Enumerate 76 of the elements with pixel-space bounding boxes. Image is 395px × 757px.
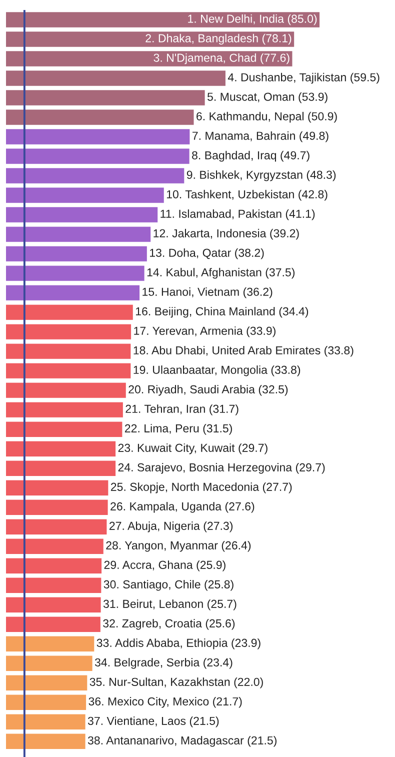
data-label: 10. Tashkent, Uzbekistan (42.8) (166, 190, 328, 201)
bar (6, 51, 292, 66)
data-label: 19. Ulaanbaatar, Mongolia (33.8) (134, 365, 300, 376)
data-label: 2. Dhaka, Bangladesh (78.1) (146, 34, 292, 45)
bar (6, 460, 116, 476)
bar (6, 32, 294, 47)
data-label: 37. Vientiane, Laos (21.5) (88, 716, 219, 728)
bar (6, 363, 131, 378)
data-label: 38. Antananarivo, Madagascar (21.5) (88, 736, 276, 747)
bar (6, 188, 164, 203)
bar (6, 226, 151, 242)
bar (6, 422, 122, 437)
data-label: 3. N'Djamena, Chad (77.6) (154, 53, 290, 64)
data-label: 27. Abuja, Nigeria (27.3) (109, 521, 233, 532)
data-label: 13. Doha, Qatar (38.2) (150, 248, 264, 260)
bar (6, 597, 101, 612)
data-label: 29. Accra, Ghana (25.9) (104, 560, 226, 572)
bar (6, 636, 94, 652)
data-label: 22. Lima, Peru (31.5) (124, 424, 232, 435)
bar (6, 538, 104, 554)
data-label: 14. Kabul, Afghanistan (37.5) (147, 268, 295, 279)
bar (6, 480, 108, 496)
bar (6, 402, 123, 418)
data-label: 25. Skopje, North Macedonia (27.7) (110, 482, 292, 494)
bar (6, 578, 102, 593)
bar (6, 616, 100, 632)
bar (6, 207, 158, 222)
bar (6, 90, 205, 106)
bar (6, 382, 126, 398)
data-label: 34. Belgrade, Serbia (23.4) (94, 658, 232, 669)
bar (6, 734, 86, 750)
data-label: 5. Muscat, Oman (53.9) (207, 92, 328, 104)
data-label: 28. Yangon, Myanmar (26.4) (106, 540, 251, 552)
data-label: 15. Hanoi, Vietnam (36.2) (142, 287, 272, 298)
data-label: 4. Dushanbe, Tajikistan (59.5) (228, 72, 380, 84)
bar (6, 694, 86, 710)
bar (6, 148, 190, 164)
bar (6, 168, 184, 184)
data-label: 1. New Delhi, India (85.0) (188, 14, 317, 26)
data-label: 30. Santiago, Chile (25.8) (104, 580, 234, 591)
data-label: 20. Riyadh, Saudi Arabia (32.5) (128, 384, 288, 396)
bar (6, 500, 108, 515)
bar (6, 656, 92, 671)
data-label: 33. Addis Ababa, Ethiopia (23.9) (96, 638, 260, 650)
data-label: 17. Yerevan, Armenia (33.9) (134, 326, 276, 338)
data-label: 6. Kathmandu, Nepal (50.9) (196, 112, 337, 123)
data-label: 9. Bishkek, Kyrgyzstan (48.3) (186, 170, 336, 182)
data-label: 36. Mexico City, Mexico (21.7) (88, 697, 242, 708)
bar (6, 246, 147, 262)
data-label: 12. Jakarta, Indonesia (39.2) (154, 228, 299, 240)
bar (6, 266, 144, 281)
bar (6, 344, 131, 359)
bar (6, 675, 88, 690)
bar (6, 129, 190, 144)
data-label: 35. Nur-Sultan, Kazakhstan (22.0) (90, 678, 263, 688)
bar (6, 558, 102, 574)
bar (6, 714, 86, 730)
data-label: 26. Kampala, Uganda (27.6) (110, 502, 254, 513)
bar (6, 441, 116, 456)
data-label: 11. Islamabad, Pakistan (41.1) (160, 209, 315, 220)
data-label: 32. Zagreb, Croatia (25.6) (103, 619, 235, 630)
data-label: 16. Beijing, China Mainland (34.4) (136, 306, 308, 318)
bar (6, 110, 194, 125)
bar (6, 304, 133, 320)
data-label: 23. Kuwait City, Kuwait (29.7) (118, 443, 268, 454)
data-label: 18. Abu Dhabi, United Arab Emirates (33.8) (134, 346, 354, 357)
bar (6, 70, 226, 86)
bar (6, 324, 132, 340)
data-label: 8. Baghdad, Iraq (49.7) (192, 150, 310, 162)
bar (6, 12, 320, 28)
data-label: 7. Manama, Bahrain (49.8) (192, 131, 328, 142)
data-label: 21. Tehran, Iran (31.7) (126, 404, 238, 416)
data-label: 24. Sarajevo, Bosnia Herzegovina (29.7) (118, 462, 325, 474)
bar (6, 285, 140, 300)
bar (6, 519, 107, 534)
data-label: 31. Beirut, Lebanon (25.7) (103, 599, 236, 610)
